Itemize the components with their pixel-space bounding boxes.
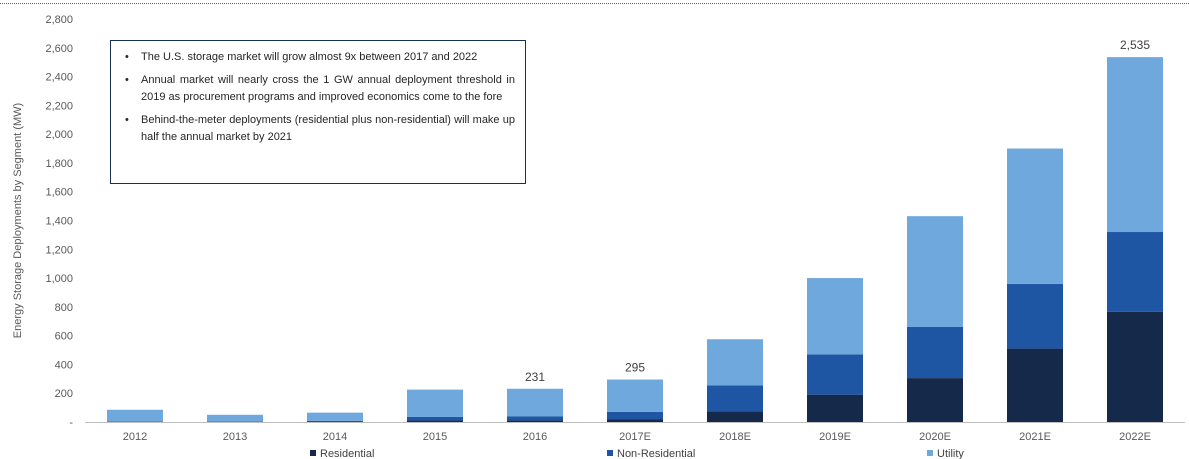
x-tick-label: 2020E	[919, 431, 951, 443]
bar-non-residential-2017e	[607, 411, 663, 420]
x-tick-label: 2014	[323, 431, 347, 443]
bar-non-residential-2014	[307, 420, 363, 422]
bar-utility-2016	[507, 388, 563, 417]
x-tick-label: 2015	[423, 431, 447, 443]
y-tick-label: 2,600	[45, 43, 73, 55]
bar-residential-2016	[507, 420, 563, 422]
x-tick-label: 2021E	[1019, 431, 1051, 443]
bar-non-residential-2020e	[907, 327, 963, 379]
y-tick-label: 200	[55, 388, 73, 400]
x-tick-label: 2013	[223, 431, 247, 443]
bars	[107, 57, 1163, 422]
legend-label-residential: Residential	[320, 448, 374, 459]
y-tick-label: 2,000	[45, 129, 73, 141]
bar-residential-2019e	[807, 394, 863, 422]
bar-residential-2021e	[1007, 348, 1063, 422]
bar-utility-2017e	[607, 379, 663, 412]
bar-non-residential-2019e	[807, 354, 863, 395]
y-tick-label: -	[69, 417, 73, 429]
bar-utility-2022e	[1107, 57, 1163, 233]
top-dotted-rule	[0, 3, 1189, 4]
bar-utility-2018e	[707, 339, 763, 386]
bar-utility-2012	[107, 409, 163, 422]
y-tick-label: 2,400	[45, 72, 73, 84]
bar-residential-2017e	[607, 419, 663, 422]
bar-utility-2013	[207, 414, 263, 422]
x-tick-label: 2017E	[619, 431, 651, 443]
total-label-2022e: 2,535	[1120, 38, 1150, 52]
y-tick-label: 1,800	[45, 158, 73, 170]
legend-swatch-utility	[927, 450, 933, 456]
bar-non-residential-2015	[407, 416, 463, 421]
bar-utility-2019e	[807, 278, 863, 355]
bar-utility-2021e	[1007, 148, 1063, 284]
bar-residential-2020e	[907, 378, 963, 422]
y-tick-label: 1,200	[45, 244, 73, 256]
bar-utility-2015	[407, 389, 463, 417]
callout-box: The U.S. storage market will grow almost…	[110, 40, 526, 184]
y-tick-label: 2,800	[45, 14, 73, 26]
total-label-2016: 231	[525, 370, 545, 384]
legend-label-utility: Utility	[937, 448, 964, 459]
bar-non-residential-2022e	[1107, 232, 1163, 312]
legend-swatch-residential	[310, 450, 316, 456]
x-tick-label: 2022E	[1119, 431, 1151, 443]
y-tick-label: 400	[55, 359, 73, 371]
legend: Residential Non-Residential Utility	[310, 448, 964, 459]
y-tick-label: 1,400	[45, 216, 73, 228]
callout-bullet-3: Behind-the-meter deployments (residentia…	[121, 112, 515, 146]
bar-residential-2018e	[707, 411, 763, 422]
callout-bullet-2: Annual market will nearly cross the 1 GW…	[121, 72, 515, 106]
legend-label-non-residential: Non-Residential	[617, 448, 695, 459]
bar-non-residential-2021e	[1007, 283, 1063, 349]
bar-non-residential-2018e	[707, 385, 763, 412]
x-tick-label: 2019E	[819, 431, 851, 443]
y-tick-label: 1,600	[45, 187, 73, 199]
bar-residential-2015	[407, 420, 463, 422]
y-tick-label: 600	[55, 331, 73, 343]
y-tick-label: 800	[55, 302, 73, 314]
x-tick-label: 2018E	[719, 431, 751, 443]
callout-bullet-1: The U.S. storage market will grow almost…	[121, 49, 515, 66]
y-axis-label: Energy Storage Deployments by Segment (M…	[12, 103, 24, 338]
total-label-2017e: 295	[625, 361, 645, 375]
bar-utility-2014	[307, 412, 363, 421]
bar-non-residential-2016	[507, 416, 563, 421]
y-tick-label: 2,200	[45, 100, 73, 112]
x-tick-label: 2012	[123, 431, 147, 443]
x-tick-label: 2016	[523, 431, 547, 443]
bar-residential-2022e	[1107, 311, 1163, 422]
bar-utility-2020e	[907, 216, 963, 328]
legend-swatch-non-residential	[607, 450, 613, 456]
total-labels: 231 295 2,535	[525, 38, 1150, 384]
x-axis: 2012 2013 2014 2015 2016 2017E 2018E 2019E 2020E…	[85, 422, 1185, 443]
y-tick-label: 1,000	[45, 273, 73, 285]
y-axis: - 200 400 600 800 1,000 1,200 1,400 1,600 1,800 2,…	[12, 14, 73, 429]
